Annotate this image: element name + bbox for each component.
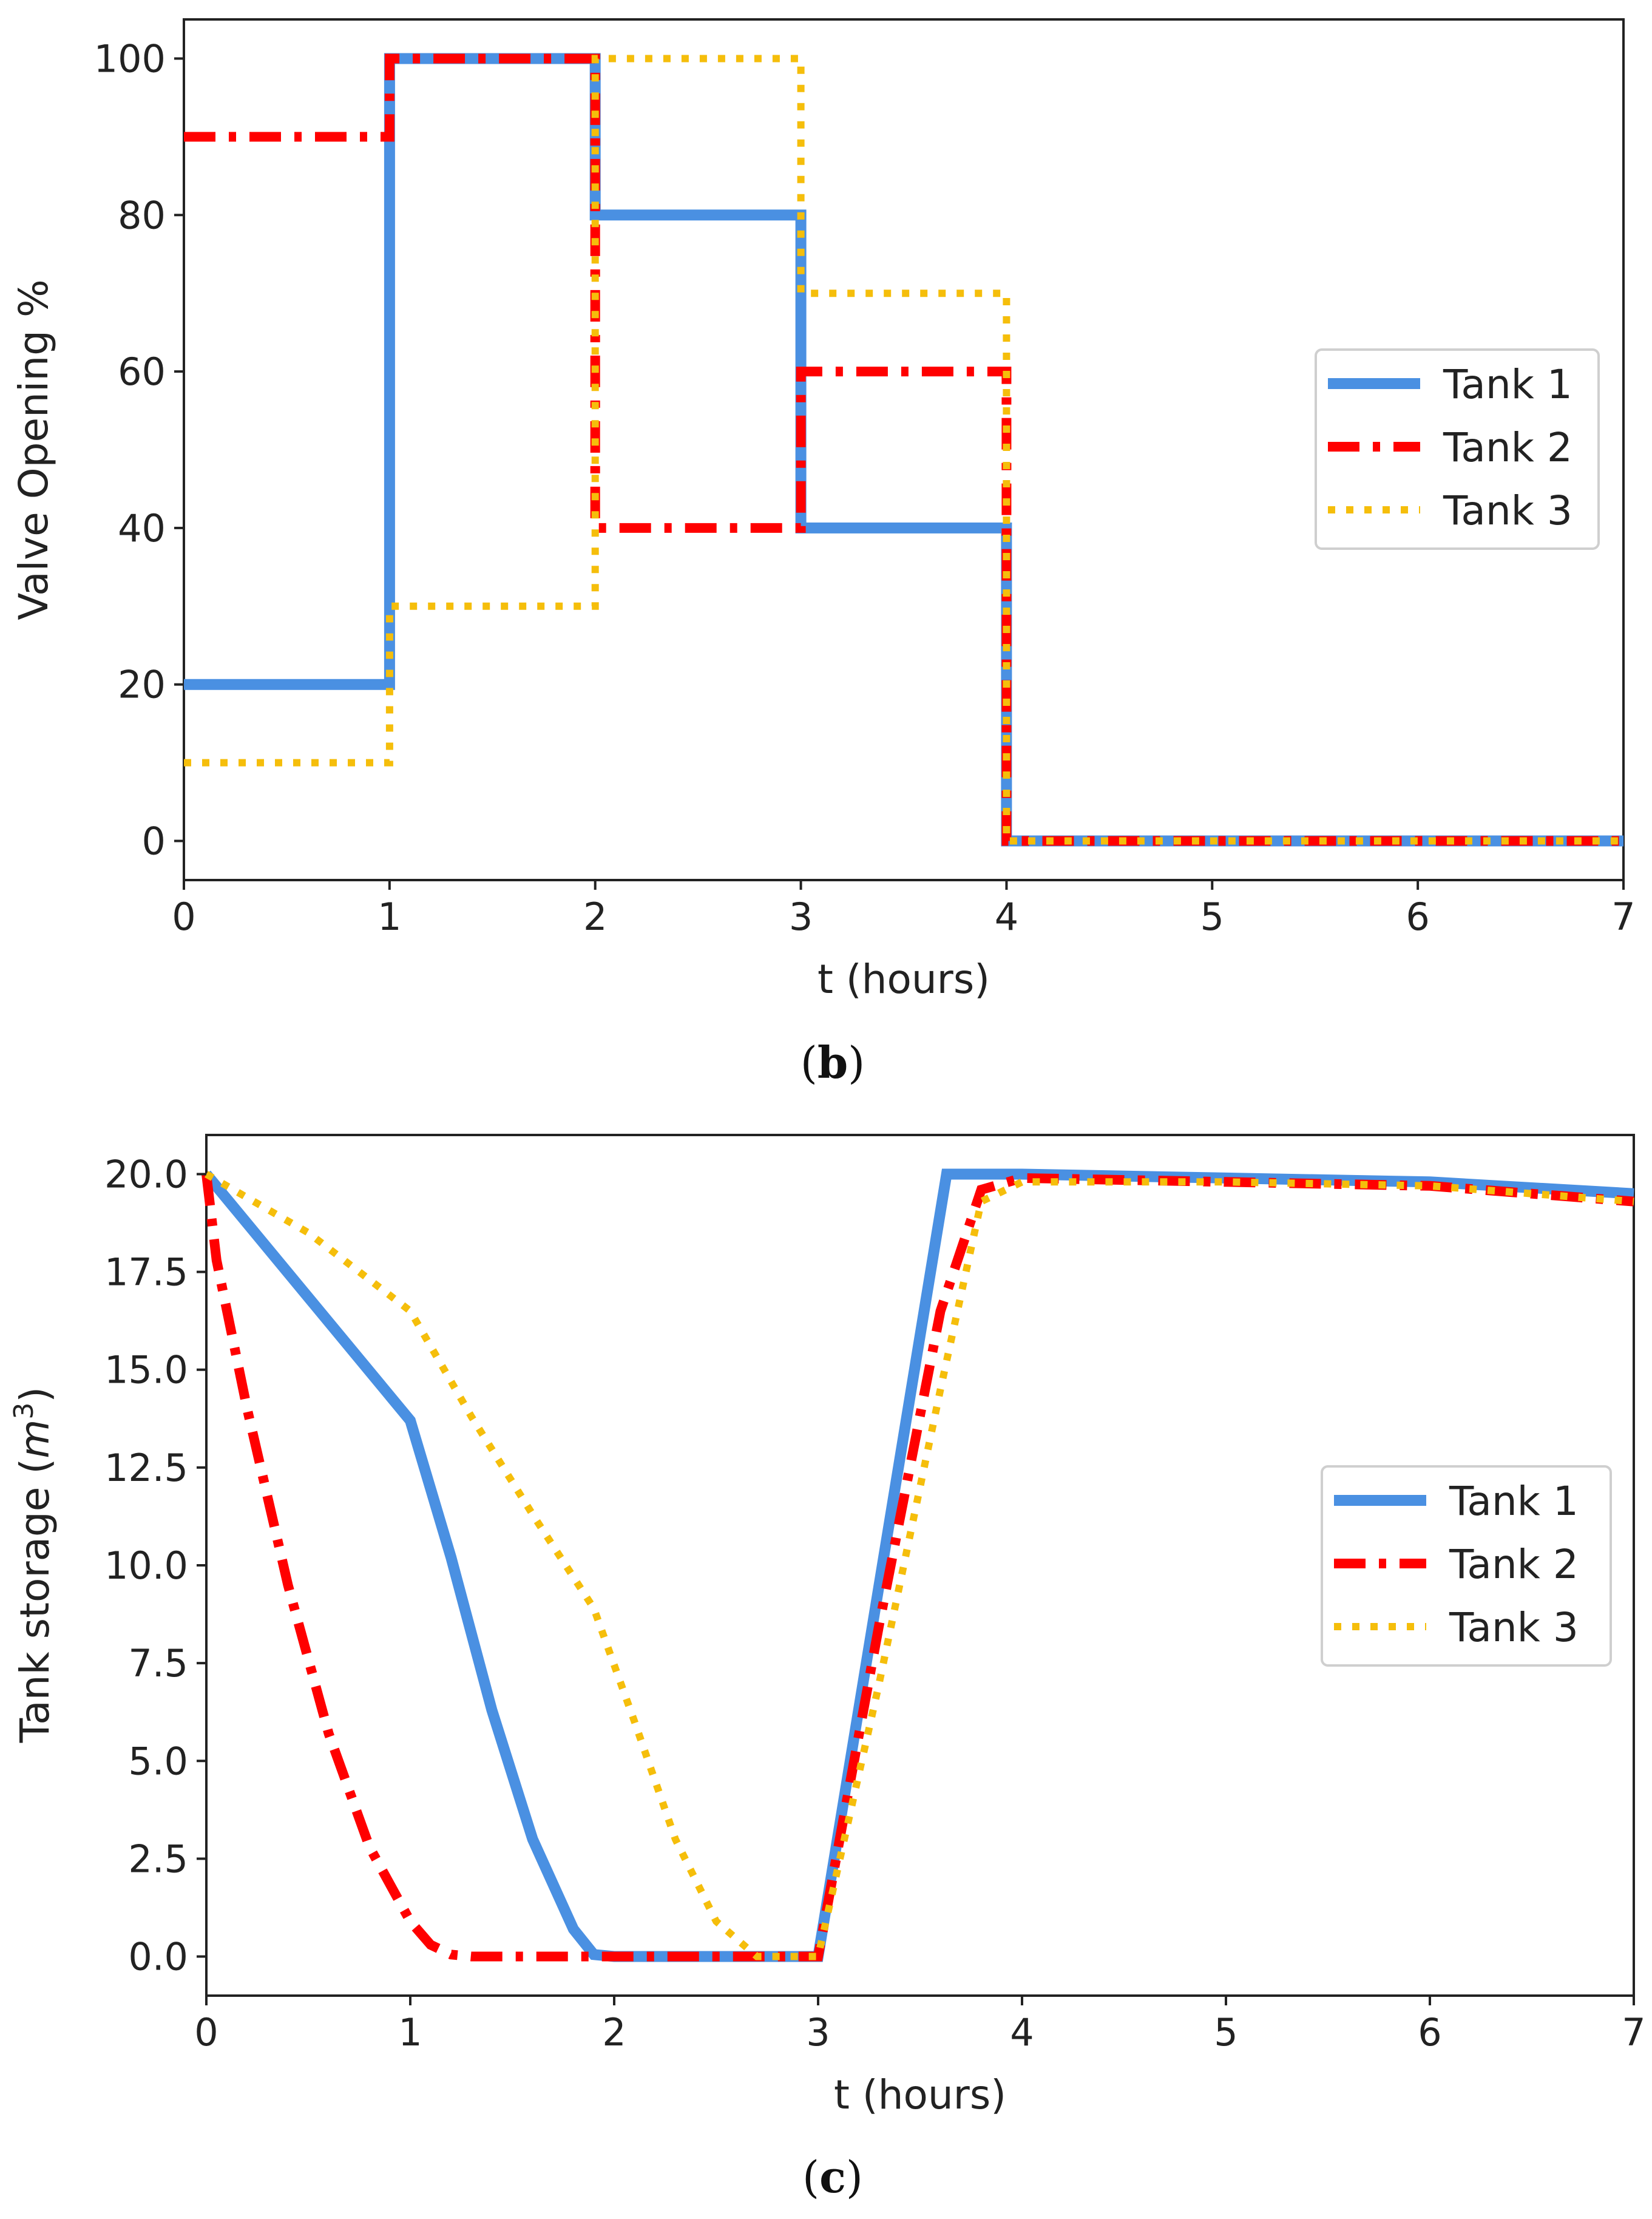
- chart-b-y-tick-label: 20: [118, 663, 166, 707]
- chart-b-x-tick-label: 5: [1200, 895, 1224, 939]
- chart-b-legend: Tank 1 Tank 2 Tank 3: [1315, 348, 1600, 550]
- chart-c-x-tick-label: 3: [806, 2010, 830, 2055]
- chart-c-x-tick-label: 5: [1214, 2010, 1237, 2055]
- chart-c-x-tick-label: 0: [194, 2010, 218, 2055]
- chart-c-y-tick-label: 12.5: [104, 1446, 188, 1490]
- chart-c-y-axis-label-var: m: [12, 1420, 58, 1458]
- chart-b-series-tank-2: [184, 53, 1623, 846]
- chart-c-y-axis-label-main: Tank storage (: [12, 1458, 58, 1743]
- chart-c-legend-box: [1321, 1465, 1612, 1667]
- chart-c-y-tick-label: 17.5: [104, 1250, 188, 1295]
- chart-b-y-axis-label: Valve Opening %: [10, 279, 57, 620]
- chart-b-y-ticks: 0 20 40 60 80 100: [94, 36, 184, 864]
- chart-b-x-tick-label: 1: [377, 895, 401, 939]
- chart-b-legend-label: Tank 1: [1443, 361, 1572, 408]
- chart-b-x-tick-label: 6: [1406, 895, 1429, 939]
- chart-c-legend: Tank 1 Tank 2 Tank 3: [1321, 1465, 1612, 1667]
- chart-c-x-tick-label: 6: [1418, 2010, 1441, 2055]
- chart-c-legend-label: Tank 3: [1449, 1604, 1579, 1651]
- chart-c-y-ticks: 0.0 2.5 5.0 7.5 10.0 12.5 15.0 17.5 20.0: [104, 1152, 206, 1979]
- chart-b-y-tick-label: 60: [118, 350, 166, 394]
- chart-c-y-axis-label: Tank storage (m3): [8, 1387, 58, 1743]
- chart-b-series-group: [184, 53, 1623, 847]
- chart-c-series-tank-3: [205, 1171, 1634, 1960]
- chart-c-x-tick-label: 1: [398, 2010, 422, 2055]
- chart-c-series-tank-2: [201, 1173, 1634, 1962]
- chart-b-x-tick-label: 2: [583, 895, 607, 939]
- chart-c-y-tick-label: 10.0: [104, 1543, 188, 1588]
- chart-c-tank-storage: 0 1 2 3 4 5 6 7 0.0 2.5 5.0 7.5 10.0 12.5 15.0 17.5 20.…: [8, 1134, 1646, 2203]
- chart-c-y-axis-label-end: ): [12, 1387, 58, 1403]
- chart-c-y-tick-label: 0.0: [128, 1935, 188, 1979]
- chart-b-caption: (b): [801, 1037, 865, 1088]
- chart-b-y-tick-label: 100: [94, 36, 166, 81]
- chart-c-legend-label: Tank 2: [1449, 1541, 1579, 1588]
- chart-c-y-tick-label: 15.0: [104, 1348, 188, 1392]
- chart-c-legend-label: Tank 1: [1449, 1478, 1579, 1525]
- chart-c-caption-letter: c: [819, 2151, 846, 2203]
- chart-c-y-tick-label: 7.5: [128, 1641, 188, 1685]
- chart-c-x-tick-label: 7: [1622, 2010, 1645, 2055]
- chart-b-x-tick-label: 7: [1611, 895, 1635, 939]
- chart-b-x-tick-label: 4: [995, 895, 1018, 939]
- chart-c-y-tick-label: 5.0: [128, 1739, 188, 1783]
- chart-b-x-tick-label: 0: [172, 895, 195, 939]
- chart-b-y-tick-label: 40: [118, 506, 166, 551]
- chart-c-x-axis-label: t (hours): [834, 2072, 1006, 2118]
- chart-c-y-tick-label: 20.0: [104, 1152, 188, 1196]
- chart-b-y-tick-label: 0: [142, 819, 166, 864]
- chart-b-legend-label: Tank 2: [1443, 424, 1572, 471]
- chart-c-x-ticks: 0 1 2 3 4 5 6 7: [194, 1996, 1646, 2055]
- chart-b-y-tick-label: 80: [118, 193, 166, 237]
- chart-c-y-axis-label-sup: 3: [8, 1403, 39, 1420]
- chart-c-series-group: [201, 1168, 1634, 1962]
- chart-c-y-tick-label: 2.5: [128, 1837, 188, 1881]
- chart-b-x-ticks: 0 1 2 3 4 5 6 7: [172, 880, 1636, 939]
- chart-b-x-tick-label: 3: [789, 895, 813, 939]
- chart-c-caption: (c): [802, 2151, 863, 2203]
- chart-b-x-axis-label: t (hours): [818, 956, 990, 1003]
- chart-b-caption-letter: b: [818, 1037, 848, 1088]
- chart-b-legend-label: Tank 3: [1443, 487, 1572, 534]
- chart-b-valve-opening: 0 1 2 3 4 5 6 7 0 20 40 60 80 100 t (hours) Valve Op…: [10, 18, 1636, 1088]
- chart-b-legend-box: [1315, 348, 1600, 550]
- chart-c-x-tick-label: 2: [602, 2010, 626, 2055]
- chart-c-x-tick-label: 4: [1010, 2010, 1034, 2055]
